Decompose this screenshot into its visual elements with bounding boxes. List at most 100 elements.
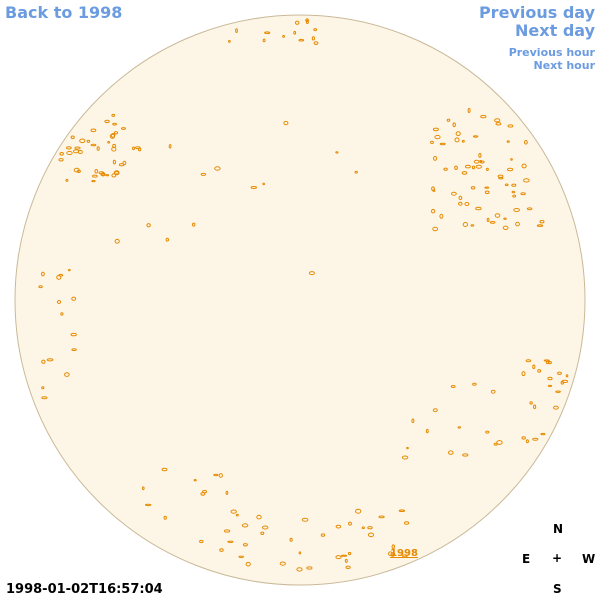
magnetic-feature	[471, 165, 476, 170]
magnetic-feature	[430, 140, 434, 144]
magnetic-feature	[484, 186, 490, 189]
next-day-link[interactable]: Next day	[515, 21, 595, 40]
magnetic-features	[38, 18, 569, 572]
magnetic-feature	[533, 404, 537, 410]
magnetic-feature	[512, 194, 517, 198]
magnetic-feature	[335, 555, 342, 560]
magnetic-feature	[60, 312, 64, 316]
disk-year-link[interactable]: 1998	[390, 548, 418, 559]
magnetic-feature	[71, 348, 77, 352]
magnetic-feature	[112, 159, 117, 165]
magnetic-feature	[260, 531, 265, 535]
magnetic-feature	[454, 137, 460, 143]
magnetic-feature	[200, 492, 206, 496]
magnetic-feature	[526, 207, 533, 211]
magnetic-feature	[230, 509, 237, 514]
magnetic-feature	[462, 222, 469, 227]
next-hour-link[interactable]: Next hour	[533, 59, 596, 72]
magnetic-feature	[74, 146, 81, 150]
magnetic-feature	[511, 190, 516, 194]
magnetic-feature	[86, 139, 91, 143]
magnetic-feature	[543, 359, 550, 362]
magnetic-feature	[279, 561, 286, 566]
magnetic-feature	[432, 127, 439, 132]
magnetic-feature	[146, 223, 151, 228]
back-link[interactable]: Back to 1998	[5, 3, 123, 22]
magnetic-feature	[480, 114, 487, 119]
magnetic-feature	[432, 189, 436, 192]
magnetic-feature	[348, 521, 352, 526]
magnetic-feature	[539, 220, 545, 224]
magnetic-feature	[404, 521, 410, 525]
magnetic-feature	[434, 134, 441, 140]
magnetic-feature	[406, 446, 409, 450]
magnetic-feature	[450, 385, 456, 388]
magnetic-feature	[142, 486, 145, 491]
magnetic-feature	[432, 226, 439, 232]
magnetic-feature	[495, 122, 502, 126]
magnetic-feature	[454, 165, 458, 171]
magnetic-feature	[235, 28, 238, 34]
magnetic-feature	[46, 358, 54, 362]
magnetic-feature	[402, 554, 408, 558]
magnetic-feature	[262, 525, 269, 530]
magnetic-feature	[313, 28, 318, 32]
timestamp: 1998-01-02T16:57:04	[6, 582, 163, 597]
magnetic-feature	[145, 503, 152, 507]
magnetic-feature	[510, 158, 513, 161]
magnetic-feature	[308, 271, 315, 276]
magnetic-feature	[219, 548, 224, 552]
magnetic-feature	[506, 140, 510, 143]
magnetic-feature	[425, 428, 429, 434]
magnetic-feature	[461, 171, 468, 175]
magnetic-feature	[473, 159, 480, 164]
magnetic-feature	[214, 166, 221, 171]
magnetic-feature	[448, 450, 454, 455]
magnetic-feature	[470, 224, 475, 227]
magnetic-feature	[168, 144, 172, 149]
magnetic-feature	[335, 524, 342, 529]
compass-south: S	[553, 582, 562, 596]
magnetic-feature	[344, 558, 348, 563]
magnetic-feature	[439, 142, 446, 146]
magnetic-feature	[41, 396, 48, 400]
magnetic-feature	[298, 551, 302, 555]
magnetic-feature	[565, 374, 569, 378]
magnetic-feature	[111, 173, 117, 178]
magnetic-feature	[238, 555, 244, 558]
previous-hour-link[interactable]: Previous hour	[508, 46, 595, 59]
magnetic-feature	[282, 35, 286, 38]
magnetic-feature	[390, 552, 396, 557]
magnetic-feature	[256, 514, 262, 520]
magnetic-feature	[94, 169, 99, 174]
magnetic-feature	[458, 201, 463, 206]
magnetic-feature	[472, 135, 479, 138]
magnetic-feature	[478, 153, 482, 158]
magnetic-feature	[525, 359, 532, 363]
magnetic-feature	[520, 192, 526, 196]
magnetic-feature	[489, 221, 496, 224]
magnetic-feature	[521, 436, 526, 440]
magnetic-feature	[56, 275, 62, 280]
magnetic-feature	[475, 164, 482, 169]
magnetic-feature	[433, 156, 438, 161]
magnetic-feature	[320, 533, 326, 537]
magnetic-feature	[111, 113, 116, 117]
magnetic-feature	[121, 127, 126, 130]
previous-day-link[interactable]: Previous day	[478, 3, 595, 22]
magnetic-feature	[462, 453, 469, 457]
magnetic-feature	[77, 149, 83, 155]
magnetic-feature	[455, 131, 461, 137]
magnetic-feature	[464, 202, 470, 206]
magnetic-feature	[241, 523, 249, 528]
magnetic-feature	[555, 390, 561, 393]
magnetic-feature	[498, 177, 504, 180]
magnetic-feature	[90, 143, 97, 147]
magnetic-feature	[91, 180, 96, 183]
magnetic-feature	[486, 167, 489, 171]
magnetic-feature	[529, 401, 533, 405]
magnetic-feature	[228, 39, 231, 43]
magnetic-feature	[283, 120, 289, 126]
